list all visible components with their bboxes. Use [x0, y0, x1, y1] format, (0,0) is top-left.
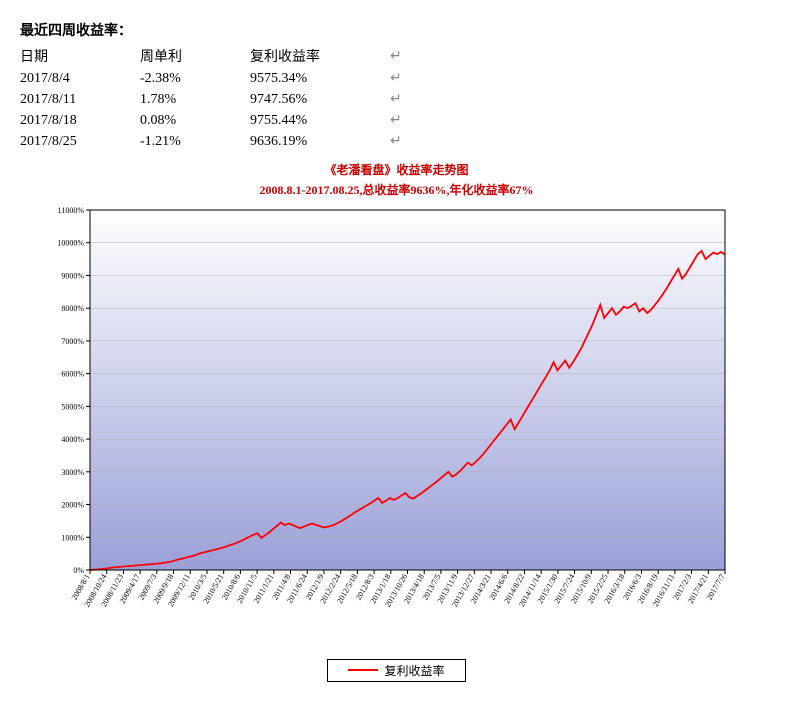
svg-text:6000%: 6000% — [61, 369, 84, 378]
cell-mark: ↵ — [390, 110, 430, 131]
th-mark: ↵ — [390, 44, 430, 68]
cell-date: 2017/8/11 — [20, 89, 140, 110]
legend-line-swatch — [348, 669, 378, 671]
svg-text:7000%: 7000% — [61, 337, 84, 346]
line-chart: 0%1000%2000%3000%4000%5000%6000%7000%800… — [20, 200, 740, 660]
legend-box: 复利收益率 — [327, 659, 465, 682]
svg-text:10000%: 10000% — [57, 239, 84, 248]
cell-mark: ↵ — [390, 89, 430, 110]
cell-mark: ↵ — [390, 131, 430, 152]
cell-date: 2017/8/4 — [20, 68, 140, 89]
cell-compound: 9755.44% — [250, 110, 390, 131]
svg-text:9000%: 9000% — [61, 271, 84, 280]
cell-compound: 9747.56% — [250, 89, 390, 110]
th-compound: 复利收益率 — [250, 44, 390, 68]
cell-date: 2017/8/25 — [20, 131, 140, 152]
legend-wrap: 复利收益率 — [20, 659, 773, 682]
svg-text:5000%: 5000% — [61, 402, 84, 411]
cell-compound: 9636.19% — [250, 131, 390, 152]
returns-table: 日期 周单利 复利收益率 ↵ 2017/8/4-2.38%9575.34%↵20… — [20, 44, 430, 152]
svg-text:8000%: 8000% — [61, 304, 84, 313]
cell-weekly: 1.78% — [140, 89, 250, 110]
chart-container: 《老潘看盘》收益率走势图 2008.8.1-2017.08.25,总收益率963… — [20, 162, 773, 682]
svg-text:1000%: 1000% — [61, 533, 84, 542]
cell-weekly: 0.08% — [140, 110, 250, 131]
cell-weekly: -1.21% — [140, 131, 250, 152]
svg-text:3000%: 3000% — [61, 468, 84, 477]
legend-label: 复利收益率 — [384, 662, 444, 679]
chart-title: 《老潘看盘》收益率走势图 — [20, 162, 773, 179]
cell-weekly: -2.38% — [140, 68, 250, 89]
svg-text:2000%: 2000% — [61, 500, 84, 509]
th-weekly: 周单利 — [140, 44, 250, 68]
cell-date: 2017/8/18 — [20, 110, 140, 131]
cell-mark: ↵ — [390, 68, 430, 89]
section-title: 最近四周收益率： — [20, 20, 773, 40]
table-header-row: 日期 周单利 复利收益率 ↵ — [20, 44, 430, 68]
cell-compound: 9575.34% — [250, 68, 390, 89]
table-row: 2017/8/111.78%9747.56%↵ — [20, 89, 430, 110]
table-row: 2017/8/4-2.38%9575.34%↵ — [20, 68, 430, 89]
chart-subtitle: 2008.8.1-2017.08.25,总收益率9636%,年化收益率67% — [20, 181, 773, 198]
table-row: 2017/8/25-1.21%9636.19%↵ — [20, 131, 430, 152]
th-date: 日期 — [20, 44, 140, 68]
table-row: 2017/8/180.08%9755.44%↵ — [20, 110, 430, 131]
svg-text:4000%: 4000% — [61, 435, 84, 444]
svg-text:11000%: 11000% — [58, 206, 85, 215]
